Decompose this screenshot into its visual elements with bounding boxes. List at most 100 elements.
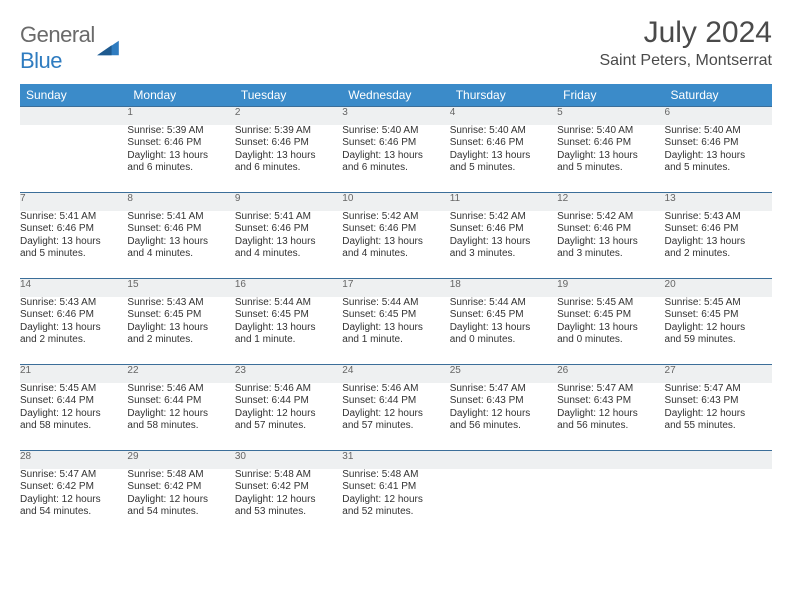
- day-detail-line: Sunset: 6:45 PM: [557, 309, 664, 322]
- day-detail-line: and 0 minutes.: [557, 334, 664, 347]
- day-cell: Sunrise: 5:45 AMSunset: 6:44 PMDaylight:…: [20, 383, 127, 451]
- day-cell: Sunrise: 5:48 AMSunset: 6:41 PMDaylight:…: [342, 469, 449, 529]
- day-detail-line: Sunrise: 5:41 AM: [235, 211, 342, 224]
- day-detail-line: Sunset: 6:46 PM: [665, 137, 772, 150]
- day-detail-line: and 5 minutes.: [20, 248, 127, 261]
- day-cell: Sunrise: 5:41 AMSunset: 6:46 PMDaylight:…: [127, 211, 234, 279]
- day-detail-line: Sunrise: 5:48 AM: [235, 469, 342, 482]
- day-detail-line: Daylight: 12 hours: [342, 494, 449, 507]
- day-detail-line: and 2 minutes.: [20, 334, 127, 347]
- day-detail-line: Sunset: 6:46 PM: [127, 137, 234, 150]
- day-detail-line: and 5 minutes.: [665, 162, 772, 175]
- day-number: 14: [20, 279, 127, 297]
- weekday-header: Friday: [557, 84, 664, 107]
- day-detail-line: Sunrise: 5:43 AM: [20, 297, 127, 310]
- day-number: 24: [342, 365, 449, 383]
- day-detail-line: Sunrise: 5:40 AM: [557, 125, 664, 138]
- day-detail-line: Sunset: 6:46 PM: [127, 223, 234, 236]
- day-cell: Sunrise: 5:47 AMSunset: 6:43 PMDaylight:…: [665, 383, 772, 451]
- daynum-row: 123456: [20, 107, 772, 125]
- day-cell: Sunrise: 5:46 AMSunset: 6:44 PMDaylight:…: [127, 383, 234, 451]
- day-number: 18: [450, 279, 557, 297]
- day-detail-line: Daylight: 13 hours: [557, 150, 664, 163]
- day-detail-line: Daylight: 13 hours: [557, 236, 664, 249]
- day-number: 19: [557, 279, 664, 297]
- day-detail-line: and 3 minutes.: [557, 248, 664, 261]
- day-detail-line: and 57 minutes.: [342, 420, 449, 433]
- day-detail-line: and 6 minutes.: [342, 162, 449, 175]
- day-detail-line: Daylight: 12 hours: [557, 408, 664, 421]
- day-detail-line: Daylight: 12 hours: [450, 408, 557, 421]
- day-detail-line: and 4 minutes.: [127, 248, 234, 261]
- weekday-header: Thursday: [450, 84, 557, 107]
- day-detail-line: Daylight: 12 hours: [20, 494, 127, 507]
- day-cell: Sunrise: 5:39 AMSunset: 6:46 PMDaylight:…: [127, 125, 234, 193]
- detail-row: Sunrise: 5:39 AMSunset: 6:46 PMDaylight:…: [20, 125, 772, 193]
- day-detail-line: Daylight: 13 hours: [20, 236, 127, 249]
- day-detail-line: Sunrise: 5:39 AM: [127, 125, 234, 138]
- day-detail-line: Sunrise: 5:41 AM: [127, 211, 234, 224]
- day-detail-line: Sunset: 6:42 PM: [20, 481, 127, 494]
- day-detail-line: Sunset: 6:44 PM: [235, 395, 342, 408]
- day-detail-line: Sunrise: 5:45 AM: [20, 383, 127, 396]
- day-detail-line: Sunrise: 5:40 AM: [342, 125, 449, 138]
- logo-word-2: Blue: [20, 48, 62, 73]
- day-detail-line: Daylight: 12 hours: [127, 408, 234, 421]
- day-detail-line: Sunrise: 5:48 AM: [127, 469, 234, 482]
- day-detail-line: Sunset: 6:43 PM: [665, 395, 772, 408]
- day-detail-line: Daylight: 13 hours: [127, 236, 234, 249]
- day-detail-line: and 55 minutes.: [665, 420, 772, 433]
- logo-triangle-icon: [97, 39, 119, 57]
- logo: General Blue: [20, 16, 119, 74]
- day-detail-line: Sunrise: 5:44 AM: [450, 297, 557, 310]
- day-cell: [450, 469, 557, 529]
- day-detail-line: Sunrise: 5:40 AM: [665, 125, 772, 138]
- day-number: [665, 451, 772, 469]
- day-number: 30: [235, 451, 342, 469]
- daynum-row: 14151617181920: [20, 279, 772, 297]
- weekday-header: Saturday: [665, 84, 772, 107]
- day-detail-line: Daylight: 13 hours: [342, 236, 449, 249]
- day-detail-line: and 52 minutes.: [342, 506, 449, 519]
- day-number: 1: [127, 107, 234, 125]
- day-cell: Sunrise: 5:44 AMSunset: 6:45 PMDaylight:…: [235, 297, 342, 365]
- day-detail-line: Daylight: 13 hours: [20, 322, 127, 335]
- day-cell: Sunrise: 5:40 AMSunset: 6:46 PMDaylight:…: [450, 125, 557, 193]
- day-detail-line: Daylight: 13 hours: [127, 322, 234, 335]
- day-number: 31: [342, 451, 449, 469]
- day-detail-line: Daylight: 12 hours: [342, 408, 449, 421]
- day-cell: Sunrise: 5:43 AMSunset: 6:46 PMDaylight:…: [665, 211, 772, 279]
- day-detail-line: and 0 minutes.: [450, 334, 557, 347]
- detail-row: Sunrise: 5:45 AMSunset: 6:44 PMDaylight:…: [20, 383, 772, 451]
- weekday-header: Sunday: [20, 84, 127, 107]
- day-detail-line: Sunrise: 5:47 AM: [665, 383, 772, 396]
- day-detail-line: Sunrise: 5:42 AM: [342, 211, 449, 224]
- day-number: 6: [665, 107, 772, 125]
- day-detail-line: Sunset: 6:46 PM: [20, 223, 127, 236]
- day-detail-line: Sunrise: 5:45 AM: [665, 297, 772, 310]
- day-detail-line: Sunrise: 5:46 AM: [235, 383, 342, 396]
- daynum-row: 21222324252627: [20, 365, 772, 383]
- day-detail-line: and 59 minutes.: [665, 334, 772, 347]
- day-detail-line: Sunrise: 5:44 AM: [342, 297, 449, 310]
- day-detail-line: Sunrise: 5:40 AM: [450, 125, 557, 138]
- day-detail-line: Sunset: 6:45 PM: [665, 309, 772, 322]
- day-number: 20: [665, 279, 772, 297]
- day-detail-line: Daylight: 13 hours: [342, 322, 449, 335]
- day-detail-line: Sunrise: 5:39 AM: [235, 125, 342, 138]
- day-cell: Sunrise: 5:44 AMSunset: 6:45 PMDaylight:…: [450, 297, 557, 365]
- detail-row: Sunrise: 5:41 AMSunset: 6:46 PMDaylight:…: [20, 211, 772, 279]
- day-number: 11: [450, 193, 557, 211]
- calendar-body: 123456Sunrise: 5:39 AMSunset: 6:46 PMDay…: [20, 107, 772, 529]
- day-detail-line: Sunset: 6:44 PM: [20, 395, 127, 408]
- page-subtitle: Saint Peters, Montserrat: [599, 52, 772, 70]
- day-number: 5: [557, 107, 664, 125]
- day-detail-line: and 56 minutes.: [557, 420, 664, 433]
- day-detail-line: Sunset: 6:46 PM: [450, 223, 557, 236]
- weekday-header: Monday: [127, 84, 234, 107]
- day-detail-line: and 58 minutes.: [127, 420, 234, 433]
- day-detail-line: Sunset: 6:45 PM: [235, 309, 342, 322]
- day-cell: Sunrise: 5:40 AMSunset: 6:46 PMDaylight:…: [665, 125, 772, 193]
- logo-text: General Blue: [20, 22, 95, 74]
- daynum-row: 28293031: [20, 451, 772, 469]
